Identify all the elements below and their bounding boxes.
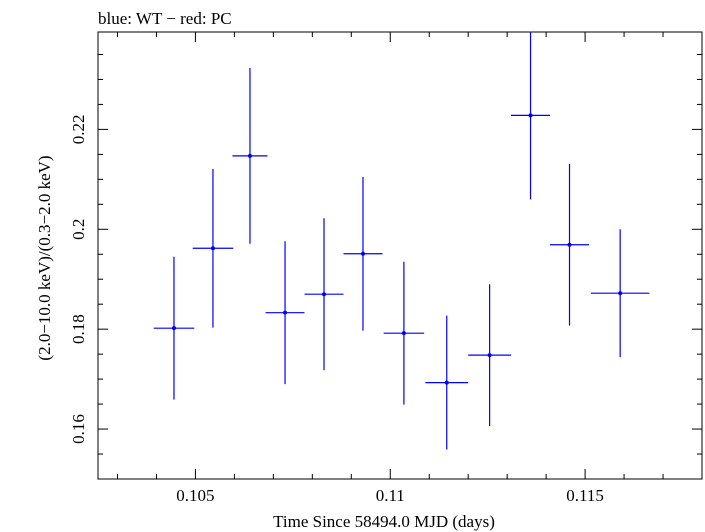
chart-title: blue: WT − red: PC: [98, 9, 232, 28]
data-point: [425, 315, 469, 450]
y-tick-label: 0.2: [69, 219, 88, 240]
axis-ticks: [98, 32, 703, 480]
data-point: [153, 256, 195, 400]
data-point: [383, 261, 425, 405]
data-marker: [247, 153, 252, 158]
data-marker: [171, 326, 176, 331]
data-marker: [322, 292, 327, 297]
x-tick-label: 0.11: [376, 486, 405, 505]
data-point: [232, 67, 268, 244]
y-axis-label: (2.0−10.0 keV)/(0.3−2.0 keV): [35, 155, 54, 360]
data-marker: [618, 291, 623, 296]
data-point: [468, 284, 512, 427]
data-point: [590, 229, 650, 358]
data-marker: [444, 380, 449, 385]
data-marker: [210, 246, 215, 251]
data-point: [343, 176, 383, 331]
x-axis-label: Time Since 58494.0 MJD (days): [273, 512, 495, 531]
data-marker: [567, 242, 572, 247]
data-point: [265, 241, 305, 385]
data-marker: [401, 331, 406, 336]
data-point: [192, 168, 234, 328]
data-marker: [528, 113, 533, 118]
data-marker: [360, 251, 365, 256]
x-tick-label: 0.115: [566, 486, 604, 505]
data-marker: [487, 353, 492, 358]
data-point: [550, 163, 589, 326]
plot-frame: [97, 31, 703, 480]
y-tick-label: 0.18: [69, 314, 88, 344]
data-points: [153, 31, 650, 450]
y-tick-label: 0.22: [69, 115, 88, 145]
x-tick-label: 0.105: [176, 486, 214, 505]
data-point: [511, 31, 551, 200]
y-tick-label: 0.16: [69, 414, 88, 444]
data-point: [304, 218, 344, 371]
axis-tick-labels: 0.105 0.11 0.115 0.16 0.18 0.2 0.22: [69, 115, 604, 505]
data-marker: [283, 310, 288, 315]
